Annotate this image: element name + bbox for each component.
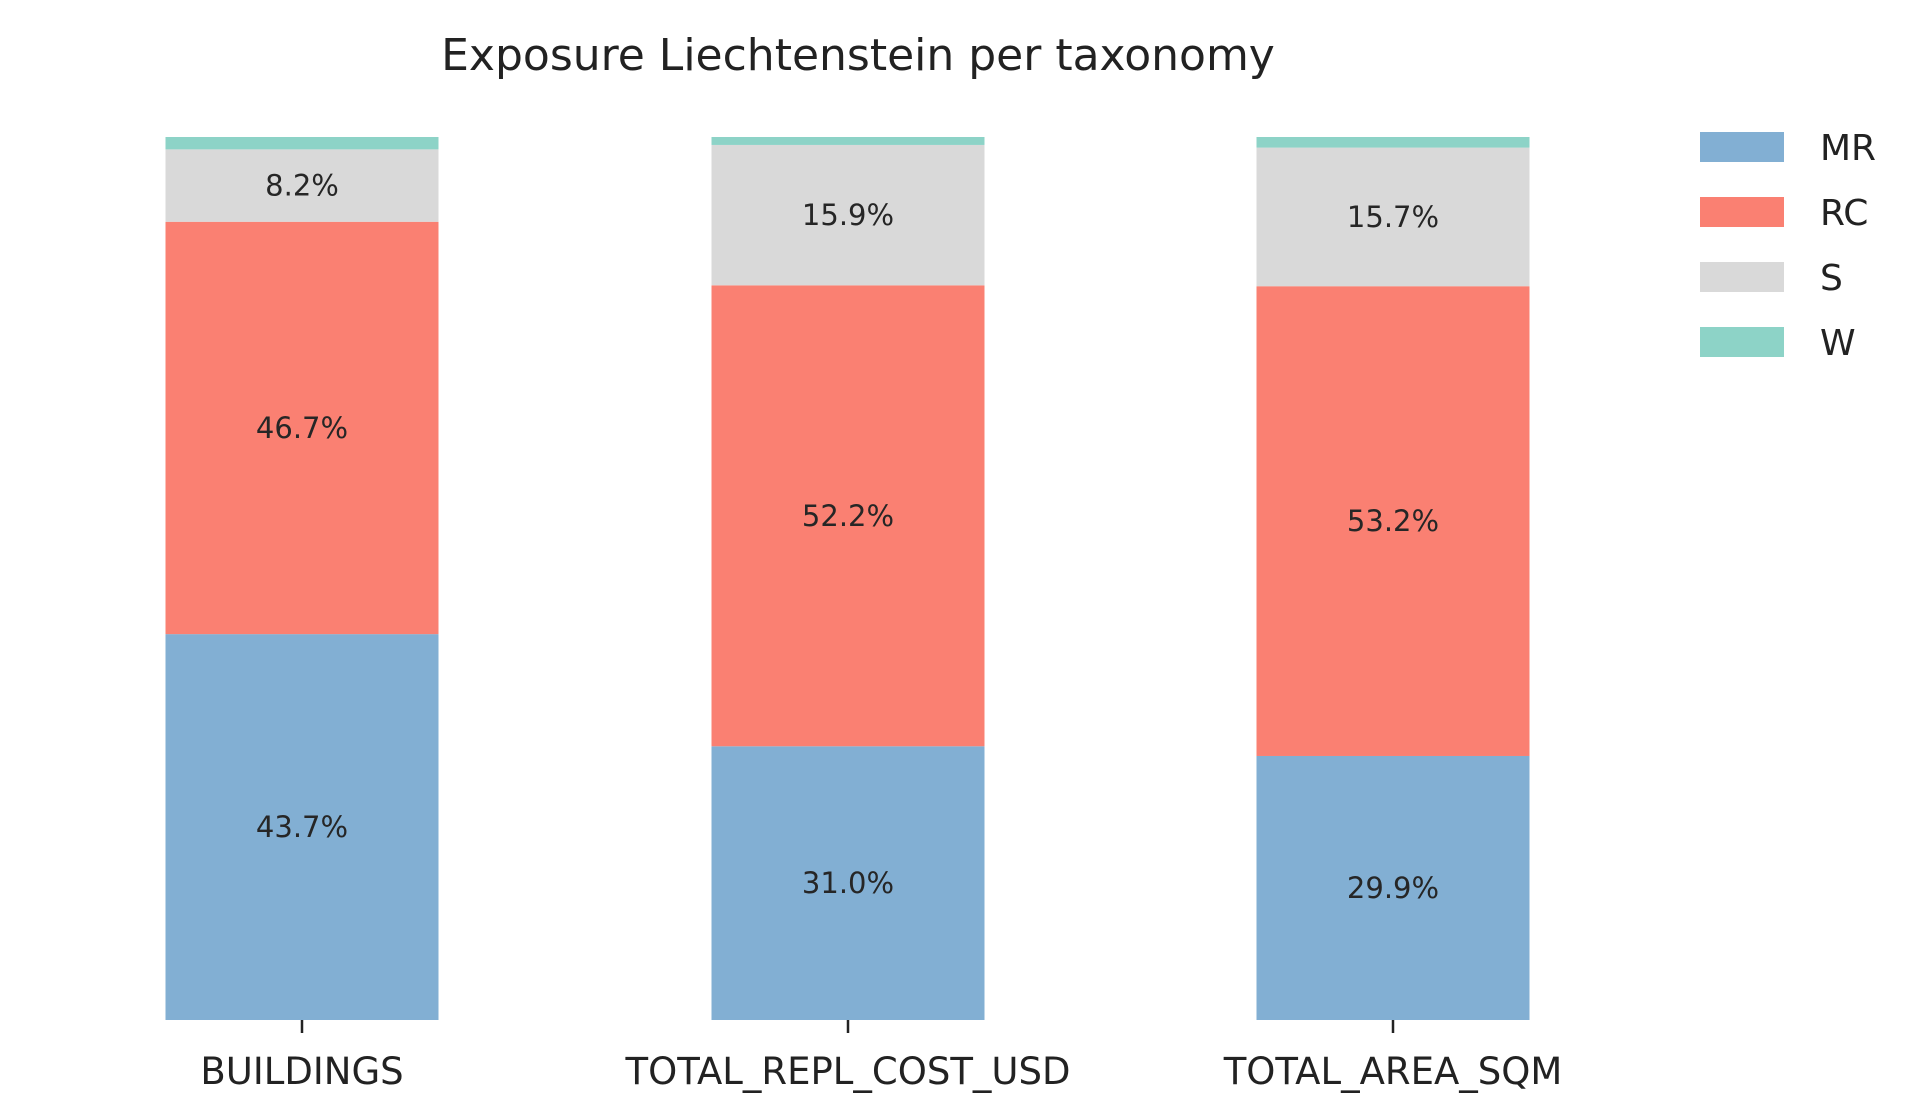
legend-swatch-rc	[1700, 197, 1784, 227]
bar-segment-s-buildings	[165, 149, 439, 222]
bar-segment-w-total_area_sqm	[1256, 137, 1530, 148]
bar-segment-s-total_repl_cost_usd	[711, 144, 985, 286]
legend-label-rc: RC	[1820, 193, 1868, 234]
bar-segment-rc-total_area_sqm	[1256, 286, 1530, 756]
data-label-s-total_area_sqm: 15.7%	[1347, 200, 1439, 234]
data-label-mr-total_repl_cost_usd: 31.0%	[802, 866, 894, 900]
x-axis: BUILDINGS TOTAL_REPL_COST_USD TOTAL_AREA_S…	[200, 1020, 1562, 1093]
bar-segment-rc-total_repl_cost_usd	[711, 285, 985, 747]
x-tick-label: TOTAL_AREA_SQM	[1223, 1050, 1563, 1093]
legend: MR RC SW	[1700, 128, 1876, 364]
legend-swatch-s	[1700, 262, 1784, 292]
legend-swatch-w	[1700, 327, 1784, 357]
chart-title: Exposure Liechtenstein per taxonomy	[441, 30, 1275, 81]
data-label-s-buildings: 8.2%	[265, 169, 339, 203]
data-label-mr-total_area_sqm: 29.9%	[1347, 871, 1439, 905]
legend-swatch-mr	[1700, 132, 1784, 162]
bar-segment-w-total_repl_cost_usd	[711, 137, 985, 145]
bar-segment-mr-buildings	[165, 634, 439, 1020]
data-labels-layer: 43.7% 46.7% 8.2% 31.0% 52.2% 15.9% 29.9% 53.2% 1…	[256, 169, 1439, 905]
legend-label-w: W	[1820, 323, 1856, 364]
x-tick-label: TOTAL_REPL_COST_USD	[625, 1050, 1071, 1093]
data-label-mr-buildings: 43.7%	[256, 810, 348, 844]
bar-segment-s-total_area_sqm	[1256, 147, 1530, 287]
legend-item-mr: MR	[1700, 128, 1876, 169]
x-tick-label: BUILDINGS	[200, 1050, 403, 1093]
legend-item-w: W	[1700, 323, 1856, 364]
data-label-rc-total_area_sqm: 53.2%	[1347, 504, 1439, 538]
bar-segment-mr-total_area_sqm	[1256, 755, 1530, 1020]
legend-item-s: S	[1700, 258, 1843, 299]
bar-segment-w-buildings	[165, 137, 439, 150]
data-label-rc-total_repl_cost_usd: 52.2%	[802, 499, 894, 533]
legend-label-mr: MR	[1820, 128, 1876, 169]
bar-segment-mr-total_repl_cost_usd	[711, 746, 985, 1020]
data-label-s-total_repl_cost_usd: 15.9%	[802, 198, 894, 232]
bar-segment-rc-buildings	[165, 221, 439, 635]
legend-label-s: S	[1820, 258, 1843, 299]
legend-item-rc: RC	[1700, 193, 1868, 234]
bars-layer	[165, 137, 1530, 1020]
data-label-rc-buildings: 46.7%	[256, 411, 348, 445]
